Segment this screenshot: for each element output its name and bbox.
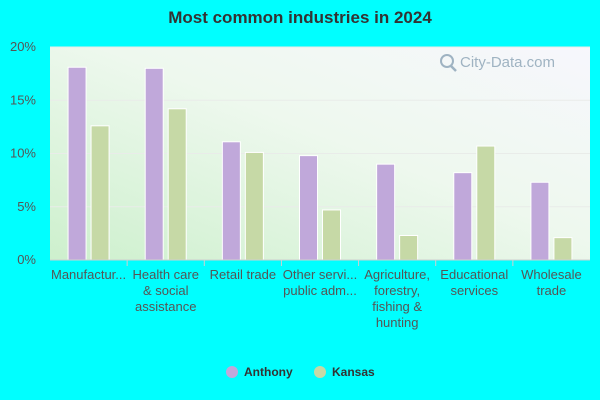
bar-anthony[interactable] [299,155,318,261]
bar-kansas[interactable] [244,151,264,261]
bar-anthony[interactable] [376,163,396,261]
legend-swatch [226,366,238,378]
legend-item-kansas: Kansas [314,365,375,379]
y-tick-label: 5% [17,199,36,214]
y-tick-label: 20% [10,39,36,54]
bar-kansas[interactable] [476,145,496,261]
bar-kansas[interactable] [167,108,187,261]
watermark-text: City-Data.com [460,54,555,71]
bar-anthony[interactable] [144,67,164,261]
y-tick-label: 0% [17,252,36,267]
legend-label: Kansas [332,365,375,379]
y-tick-label: 15% [10,92,36,107]
x-category-label: Other servi... public adm... [283,267,357,298]
bar-anthony[interactable] [221,141,241,261]
bar-anthony[interactable] [453,172,473,261]
bar-kansas[interactable] [322,209,341,261]
bar-anthony[interactable] [530,181,550,261]
bar-kansas[interactable] [553,237,573,261]
magnifier-icon [440,54,457,72]
x-category-label: Agriculture, forestry, fishing & hunting [364,267,430,330]
chart-title: Most common industries in 2024 [168,8,432,27]
x-category-label: Wholesale trade [521,267,582,298]
watermark: City-Data.com [440,54,555,72]
y-tick-label: 10% [10,146,36,161]
bar-kansas[interactable] [90,125,110,261]
legend-item-anthony: Anthony [226,365,293,379]
bar-kansas[interactable] [399,235,419,261]
legend-label: Anthony [244,365,293,379]
x-category-label: Educational services [440,267,508,298]
bar-anthony[interactable] [67,66,87,261]
x-category-label: Manufactur... [51,267,126,282]
legend-swatch [314,366,326,378]
x-category-label: Health care & social assistance [132,267,198,314]
x-category-label: Retail trade [210,267,276,282]
